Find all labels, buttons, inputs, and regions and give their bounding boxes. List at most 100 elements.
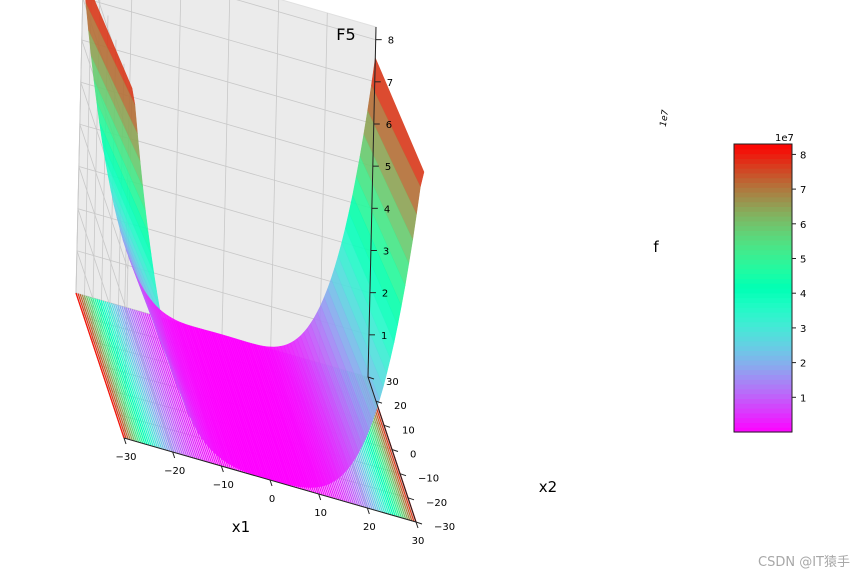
colorbar-band	[734, 273, 792, 279]
colorbar-band	[734, 206, 792, 212]
z-gridline	[78, 165, 372, 312]
y-tick-label: 0	[410, 450, 416, 461]
y-tick-mark	[367, 376, 375, 380]
watermark: CSDN @IT猿手	[758, 555, 850, 570]
x-tick-mark	[269, 479, 273, 487]
contour-line	[123, 306, 173, 453]
y-tick-mark	[391, 449, 399, 452]
colorbar-band	[734, 254, 792, 260]
contour-line	[121, 305, 171, 452]
colorbar-band	[734, 355, 792, 361]
colorbar-band	[734, 230, 792, 236]
contour-line	[110, 302, 161, 449]
colorbar-band	[734, 264, 792, 270]
colorbar-band	[734, 148, 792, 155]
colorbar-tick-label: 3	[800, 324, 806, 335]
colorbar-band	[734, 278, 792, 284]
contour-line	[81, 294, 131, 441]
contour-line	[131, 308, 181, 455]
y-tick-mark	[415, 521, 423, 525]
contour-line	[89, 296, 140, 443]
colorbar-band	[734, 316, 792, 323]
colorbar-band	[734, 168, 792, 174]
colorbar-band	[734, 201, 792, 207]
colorbar-band	[734, 268, 792, 275]
colorbar-band	[734, 412, 792, 419]
colorbar-band	[734, 379, 792, 385]
contour-line	[117, 304, 167, 451]
colorbar-band	[734, 307, 792, 313]
colorbar-band	[734, 259, 792, 265]
z-gridline	[79, 123, 373, 270]
contour-line	[144, 312, 194, 459]
y-tick-label: 30	[386, 377, 399, 388]
contour-line	[77, 293, 127, 439]
colorbar-band	[734, 321, 792, 327]
contour-line	[150, 314, 200, 460]
colorbar-band	[734, 345, 792, 351]
y-tick-label: 20	[394, 401, 407, 412]
colorbar-band	[734, 364, 792, 371]
colorbar-band	[734, 192, 792, 198]
z-axis-line	[367, 26, 377, 378]
colorbar-band	[734, 297, 792, 303]
colorbar-band	[734, 240, 792, 246]
contour-line	[106, 301, 156, 448]
colorbar-band	[734, 177, 792, 183]
colorbar-tick-label: 5	[800, 255, 806, 266]
colorbar-band	[734, 427, 792, 433]
contour-line	[119, 305, 169, 451]
colorbar-tick-label: 6	[800, 220, 806, 231]
colorbar-band	[734, 326, 792, 332]
colorbar-band	[734, 292, 792, 299]
y-tick-label: 10	[402, 425, 415, 436]
contour-line	[148, 313, 198, 460]
contour-line	[104, 301, 154, 447]
y-tick-mark	[399, 473, 407, 477]
colorbar-band	[734, 393, 792, 399]
colorbar-band	[734, 340, 792, 347]
colorbar-band	[734, 211, 792, 217]
colorbar-band	[734, 312, 792, 318]
z-tick-label: 2	[382, 289, 388, 300]
contour-line	[96, 298, 146, 445]
contour-line	[75, 292, 125, 439]
colorbar-band	[734, 398, 792, 404]
x-tick-label: −20	[164, 466, 185, 477]
colorbar-band	[734, 196, 792, 203]
y-tick-label: −20	[426, 498, 447, 509]
colorbar-band	[734, 302, 792, 308]
x-tick-mark	[318, 493, 322, 501]
contour-line	[129, 308, 179, 454]
x-tick-mark	[123, 437, 127, 445]
x-tick-label: 30	[412, 536, 425, 547]
colorbar-band	[734, 158, 792, 164]
colorbar-tick-label: 8	[800, 150, 806, 161]
contour-line	[127, 307, 177, 454]
z-tick-label: 3	[383, 246, 389, 257]
colorbar-band	[734, 153, 792, 159]
colorbar-band	[734, 331, 792, 337]
colorbar-band	[734, 388, 792, 395]
z-tick-label: 7	[387, 78, 393, 89]
y-tick-mark	[407, 497, 415, 501]
colorbar-band	[734, 408, 792, 414]
contour-line	[125, 307, 175, 453]
contour-line	[83, 295, 133, 441]
contour-line	[112, 303, 163, 450]
contour-line	[108, 302, 158, 448]
z-axis-offset: 1e7	[659, 109, 671, 127]
colorbar-band	[734, 182, 792, 188]
x-tick-mark	[366, 507, 370, 515]
colorbar-band	[734, 225, 792, 231]
contour-line	[98, 299, 148, 445]
contour-line	[85, 295, 136, 442]
z-tick-label: 6	[386, 120, 392, 131]
z-axis-label: f	[653, 238, 659, 256]
contour-line	[142, 311, 192, 458]
x-tick-label: 10	[314, 508, 327, 519]
colorbar-band	[734, 374, 792, 380]
colorbar-tick-label: 4	[800, 289, 806, 300]
colorbar-band	[734, 288, 792, 294]
